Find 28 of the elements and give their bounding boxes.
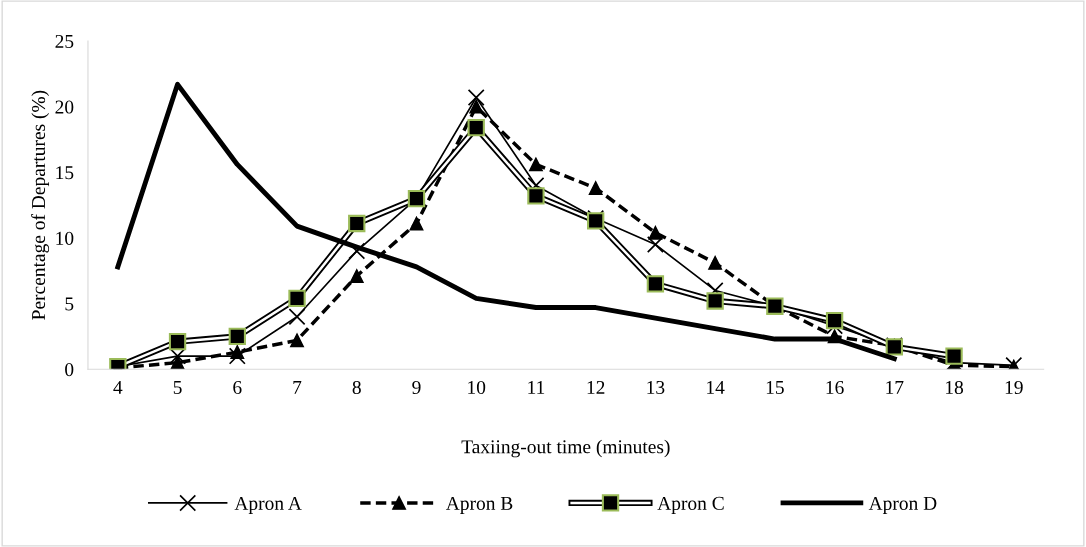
- legend-label: Apron B: [445, 496, 513, 514]
- x-tick-label: 6: [233, 380, 242, 395]
- x-tick-label: 7: [293, 381, 302, 394]
- x-tick-label: 13: [647, 380, 665, 395]
- y-tick-label: 20: [55, 100, 74, 114]
- x-tick-label: 15: [766, 380, 784, 395]
- x-tick-label: 17: [886, 380, 904, 394]
- x-axis-title: Taxiing-out time (minutes): [461, 439, 670, 458]
- y-tick-label: 5: [65, 297, 74, 311]
- x-tick-label: 5: [173, 381, 182, 395]
- y-tick-label: 0: [65, 363, 74, 377]
- x-tick-label: 18: [946, 380, 964, 395]
- y-tick-label: 25: [55, 34, 74, 48]
- legend-label: Apron C: [657, 496, 724, 514]
- x-tick-label: 8: [352, 380, 361, 395]
- x-tick-label: 9: [412, 380, 421, 395]
- x-tick-label: 10: [468, 380, 486, 395]
- legend-label: Apron A: [234, 496, 302, 514]
- x-tick-label: 11: [528, 380, 545, 394]
- x-tick-label: 19: [1005, 380, 1023, 395]
- x-tick-label: 14: [707, 380, 725, 394]
- x-tick-label: 4: [113, 381, 123, 394]
- x-tick-label: 12: [587, 380, 605, 394]
- y-axis-title: Percentage of Departures (%): [31, 90, 50, 320]
- legend-label: Apron D: [868, 496, 937, 514]
- x-tick-label: 16: [826, 380, 844, 395]
- y-tick-label: 10: [56, 231, 74, 245]
- y-tick-label: 15: [56, 166, 74, 180]
